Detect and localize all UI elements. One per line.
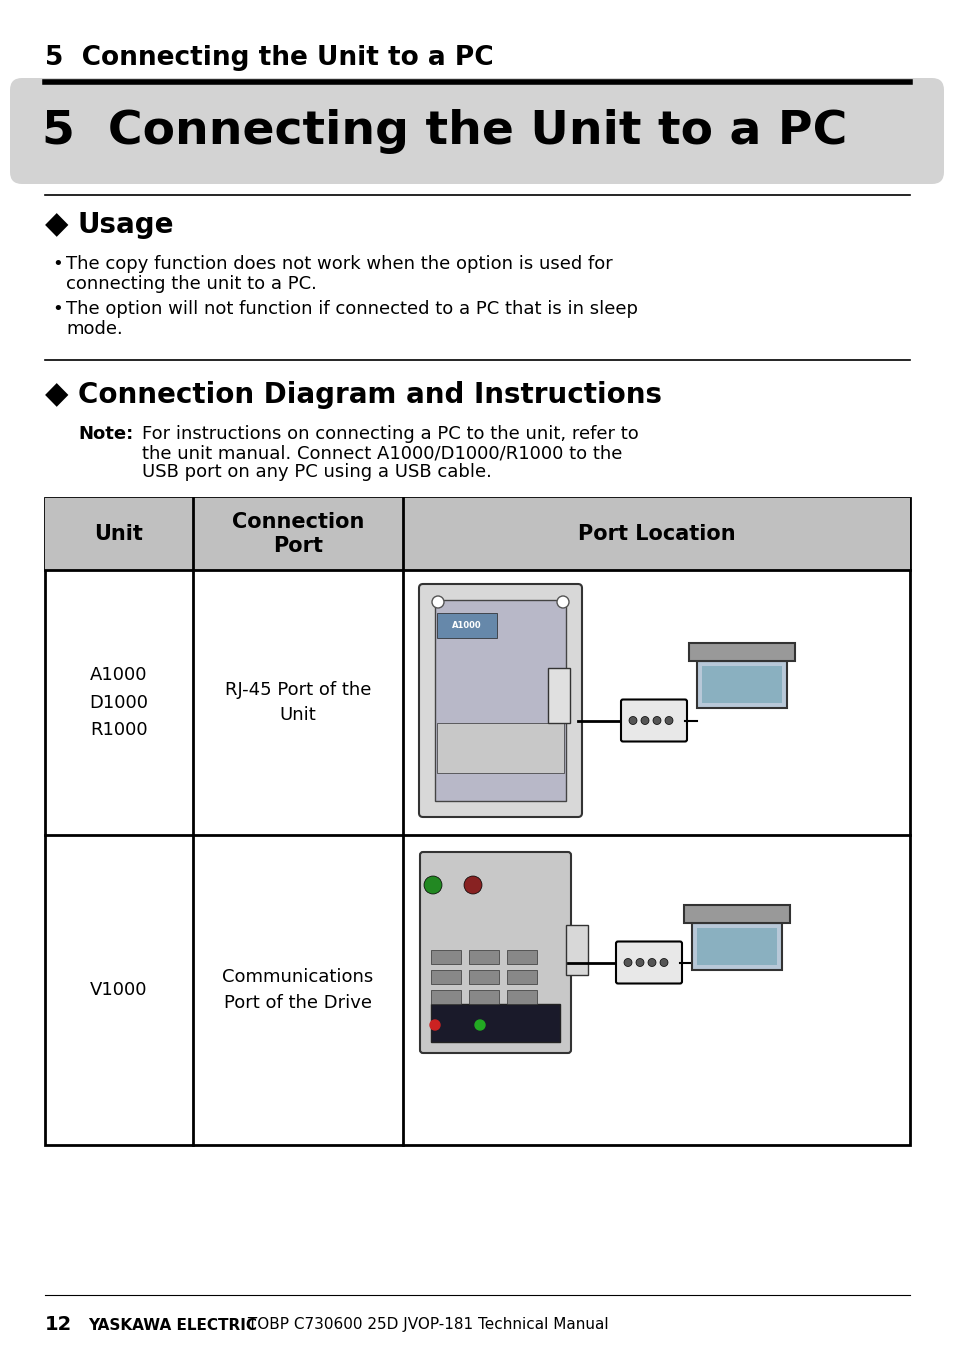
Circle shape [463, 876, 481, 894]
Text: •: • [52, 255, 63, 274]
Text: V1000: V1000 [91, 982, 148, 999]
Text: For instructions on connecting a PC to the unit, refer to: For instructions on connecting a PC to t… [142, 425, 639, 443]
FancyBboxPatch shape [418, 584, 581, 816]
Text: Connection
Port: Connection Port [232, 512, 364, 556]
Bar [435, 600, 565, 802]
Text: ◆: ◆ [45, 380, 69, 409]
Circle shape [432, 596, 443, 608]
Bar [431, 951, 460, 964]
Bar [506, 990, 537, 1005]
Bar [431, 1005, 559, 1043]
FancyBboxPatch shape [10, 79, 943, 184]
Text: USB port on any PC using a USB cable.: USB port on any PC using a USB cable. [142, 463, 492, 481]
Text: RJ-45 Port of the
Unit: RJ-45 Port of the Unit [225, 681, 371, 724]
Bar [469, 969, 498, 984]
Text: Unit: Unit [94, 524, 143, 544]
Circle shape [628, 716, 637, 724]
Bar [469, 951, 498, 964]
Bar [701, 666, 781, 703]
FancyBboxPatch shape [419, 852, 571, 1053]
Text: Connection Diagram and Instructions: Connection Diagram and Instructions [78, 380, 661, 409]
Bar [697, 661, 786, 708]
Text: TOBP C730600 25D JVOP-181 Technical Manual: TOBP C730600 25D JVOP-181 Technical Manu… [243, 1317, 608, 1332]
Circle shape [430, 1020, 439, 1030]
Bar [436, 613, 497, 638]
Bar [565, 925, 587, 975]
FancyBboxPatch shape [616, 941, 681, 983]
Circle shape [423, 876, 441, 894]
Text: •: • [52, 301, 63, 318]
Text: the unit manual. Connect A1000/D1000/R1000 to the: the unit manual. Connect A1000/D1000/R10… [142, 444, 621, 462]
Circle shape [664, 716, 672, 724]
Text: A1000
D1000
R1000: A1000 D1000 R1000 [90, 666, 149, 739]
FancyBboxPatch shape [620, 700, 686, 742]
Text: YASKAWA ELECTRIC: YASKAWA ELECTRIC [88, 1317, 256, 1332]
Text: The copy function does not work when the option is used for: The copy function does not work when the… [66, 255, 612, 274]
Bar [547, 668, 569, 723]
Text: Note:: Note: [78, 425, 133, 443]
Circle shape [475, 1020, 484, 1030]
Text: The option will not function if connected to a PC that is in sleep: The option will not function if connecte… [66, 301, 638, 318]
Circle shape [640, 716, 648, 724]
Text: A1000: A1000 [452, 620, 481, 630]
Text: 12: 12 [45, 1316, 72, 1335]
Bar [431, 969, 460, 984]
Text: Usage: Usage [78, 211, 174, 240]
Text: ◆: ◆ [45, 210, 69, 240]
Circle shape [647, 959, 656, 967]
Circle shape [557, 596, 568, 608]
Bar [683, 904, 789, 923]
Text: Communications
Port of the Drive: Communications Port of the Drive [222, 968, 374, 1011]
Bar [506, 969, 537, 984]
Text: mode.: mode. [66, 320, 123, 338]
Text: connecting the unit to a PC.: connecting the unit to a PC. [66, 275, 316, 292]
Circle shape [652, 716, 660, 724]
Circle shape [659, 959, 667, 967]
Bar [45, 498, 909, 1145]
Circle shape [623, 959, 631, 967]
Text: Port Location: Port Location [578, 524, 735, 544]
Text: 5  Connecting the Unit to a PC: 5 Connecting the Unit to a PC [42, 108, 846, 153]
Circle shape [636, 959, 643, 967]
Bar [691, 923, 781, 969]
Text: 5  Connecting the Unit to a PC: 5 Connecting the Unit to a PC [45, 45, 493, 70]
Bar [688, 643, 794, 661]
Bar [469, 990, 498, 1005]
Bar [697, 927, 776, 965]
Bar [45, 498, 909, 570]
Bar [436, 723, 563, 773]
Bar [431, 990, 460, 1005]
Bar [506, 951, 537, 964]
